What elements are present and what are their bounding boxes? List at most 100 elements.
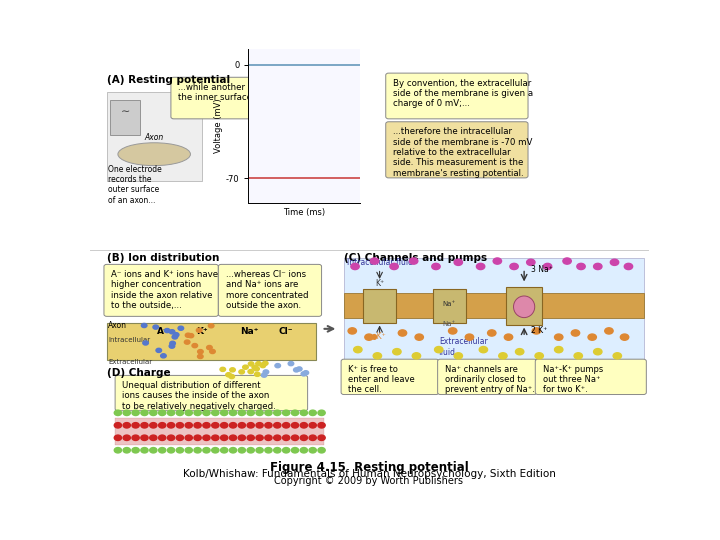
Circle shape: [282, 435, 289, 441]
Circle shape: [208, 323, 214, 328]
Circle shape: [256, 362, 261, 366]
Circle shape: [247, 410, 254, 415]
Circle shape: [605, 328, 613, 334]
Circle shape: [132, 435, 139, 441]
Text: Na⁺-K⁺ pumps
out three Na⁺
for two K⁺.: Na⁺-K⁺ pumps out three Na⁺ for two K⁺.: [543, 364, 603, 394]
Circle shape: [247, 423, 254, 428]
Circle shape: [256, 435, 264, 441]
Circle shape: [535, 353, 544, 359]
Text: By convention, the extracellular
side of the membrane is given a
charge of 0 mV;: By convention, the extracellular side of…: [393, 78, 533, 109]
Circle shape: [185, 435, 192, 441]
Circle shape: [613, 353, 621, 359]
Text: Intracellular fluid: Intracellular fluid: [347, 258, 413, 267]
Circle shape: [158, 423, 166, 428]
Circle shape: [263, 370, 269, 374]
Text: (D) Charge: (D) Charge: [107, 368, 171, 379]
Circle shape: [297, 367, 302, 371]
Circle shape: [203, 448, 210, 453]
Circle shape: [256, 410, 264, 415]
Circle shape: [574, 353, 582, 359]
Circle shape: [192, 343, 197, 348]
Circle shape: [532, 328, 541, 334]
Circle shape: [415, 334, 423, 340]
Circle shape: [398, 330, 407, 336]
Circle shape: [274, 410, 281, 415]
Circle shape: [493, 258, 502, 264]
Text: Figure 4.15  Resting potential: Figure 4.15 Resting potential: [269, 461, 469, 474]
Circle shape: [300, 435, 307, 441]
Circle shape: [150, 410, 157, 415]
Circle shape: [516, 349, 524, 355]
Circle shape: [158, 448, 166, 453]
Circle shape: [274, 435, 281, 441]
Circle shape: [238, 410, 246, 415]
Circle shape: [185, 410, 192, 415]
FancyBboxPatch shape: [171, 77, 279, 119]
Circle shape: [275, 363, 281, 368]
Circle shape: [309, 435, 316, 441]
Circle shape: [114, 410, 122, 415]
Circle shape: [248, 362, 254, 366]
Circle shape: [123, 435, 130, 441]
Circle shape: [254, 372, 260, 376]
Circle shape: [292, 423, 299, 428]
Text: K⁺: K⁺: [375, 279, 384, 288]
Circle shape: [203, 435, 210, 441]
Circle shape: [392, 349, 401, 355]
Circle shape: [265, 448, 272, 453]
Circle shape: [373, 353, 382, 359]
Circle shape: [282, 423, 289, 428]
Circle shape: [194, 410, 201, 415]
Circle shape: [348, 328, 356, 334]
Circle shape: [510, 264, 518, 269]
Circle shape: [168, 448, 175, 453]
Text: Cl⁻: Cl⁻: [278, 327, 292, 336]
Circle shape: [300, 448, 307, 453]
Circle shape: [230, 368, 235, 372]
Circle shape: [309, 410, 316, 415]
Circle shape: [176, 448, 184, 453]
Circle shape: [480, 347, 487, 353]
Circle shape: [593, 264, 602, 269]
Ellipse shape: [118, 143, 191, 166]
Circle shape: [318, 448, 325, 453]
Text: ...therefore the intracellular
side of the membrane is -70 mV
relative to the ex: ...therefore the intracellular side of t…: [393, 127, 532, 178]
Circle shape: [123, 448, 130, 453]
Circle shape: [390, 264, 398, 269]
Circle shape: [365, 334, 373, 340]
Text: Kolb/Whishaw: Fundamentals of Human Neuropsychology, Sixth Edition: Kolb/Whishaw: Fundamentals of Human Neur…: [183, 469, 555, 479]
Circle shape: [203, 423, 210, 428]
Text: K⁺ is free to
enter and leave
the cell.: K⁺ is free to enter and leave the cell.: [348, 364, 415, 394]
Circle shape: [300, 423, 307, 428]
Text: K⁺: K⁺: [196, 327, 207, 336]
Circle shape: [194, 435, 201, 441]
Circle shape: [212, 435, 219, 441]
Y-axis label: Voltage (mV): Voltage (mV): [214, 98, 223, 153]
Circle shape: [410, 258, 418, 264]
Circle shape: [226, 373, 231, 377]
Text: A⁻: A⁻: [157, 327, 168, 336]
Text: Intracellular: Intracellular: [109, 337, 150, 343]
Circle shape: [571, 330, 580, 336]
Circle shape: [265, 423, 272, 428]
Circle shape: [261, 373, 267, 377]
Circle shape: [247, 435, 254, 441]
Circle shape: [220, 435, 228, 441]
Circle shape: [150, 448, 157, 453]
Circle shape: [123, 423, 130, 428]
Circle shape: [207, 346, 212, 349]
Circle shape: [611, 259, 618, 266]
Circle shape: [318, 410, 325, 415]
FancyBboxPatch shape: [218, 265, 322, 316]
Circle shape: [243, 365, 248, 369]
Text: (A) Resting potential: (A) Resting potential: [107, 75, 230, 85]
Circle shape: [292, 448, 299, 453]
Circle shape: [184, 340, 190, 344]
Circle shape: [197, 354, 203, 359]
Circle shape: [194, 423, 201, 428]
Circle shape: [309, 423, 316, 428]
Text: 3 Na⁺: 3 Na⁺: [531, 265, 553, 274]
Circle shape: [220, 410, 228, 415]
Circle shape: [288, 362, 294, 366]
Circle shape: [210, 349, 215, 354]
